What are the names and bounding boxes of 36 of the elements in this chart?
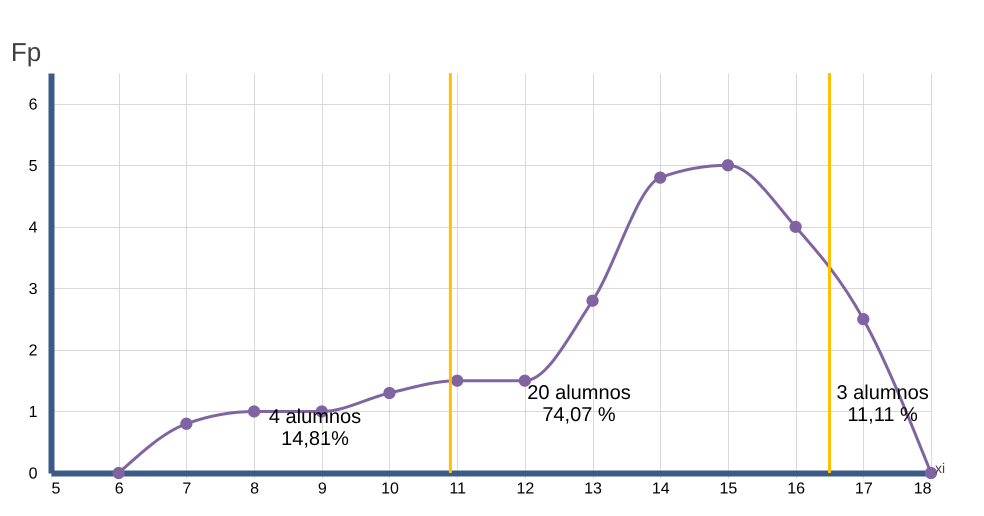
x-tick-label: 5 xyxy=(52,480,60,498)
point xyxy=(789,220,802,233)
point xyxy=(654,172,666,184)
y-tick-label: 2 xyxy=(28,342,38,360)
x-axis-title: xi xyxy=(935,460,946,476)
point xyxy=(112,466,125,480)
point xyxy=(518,374,531,387)
x-tick-label: 10 xyxy=(381,480,399,498)
x-tick-label: 6 xyxy=(114,480,124,498)
point xyxy=(383,386,396,400)
point xyxy=(857,313,870,326)
y-tick-label: 5 xyxy=(28,158,38,175)
point xyxy=(722,159,734,172)
y-tick-label: 4 xyxy=(28,219,38,236)
y-tick-label: 6 xyxy=(28,96,38,114)
x-tick-label: 7 xyxy=(182,480,192,498)
point xyxy=(451,374,464,387)
x-tick-label: 13 xyxy=(584,480,602,498)
x-tick-label: 15 xyxy=(720,480,738,498)
y-tick-label: 1 xyxy=(28,404,38,421)
x-tick-label: 16 xyxy=(787,480,806,498)
point xyxy=(586,294,599,307)
x-tick-label: 14 xyxy=(652,480,670,498)
y-tick-label: 0 xyxy=(28,466,38,482)
y-tick-label: 3 xyxy=(28,280,38,298)
point xyxy=(180,418,193,430)
x-tick-label: 8 xyxy=(250,480,260,498)
x-tick-label: 9 xyxy=(318,480,327,498)
x-tick-label: 17 xyxy=(854,480,873,498)
annotation: 4 alumnos 14,81% xyxy=(268,406,362,450)
annotation: 20 alumnos 74,07 % xyxy=(527,382,631,426)
point xyxy=(248,405,260,418)
y-axis-title: Fp xyxy=(10,37,42,67)
x-tick-label: 18 xyxy=(914,480,932,498)
x-tick-label: 11 xyxy=(449,480,466,498)
x-tick-label: 12 xyxy=(516,480,534,498)
